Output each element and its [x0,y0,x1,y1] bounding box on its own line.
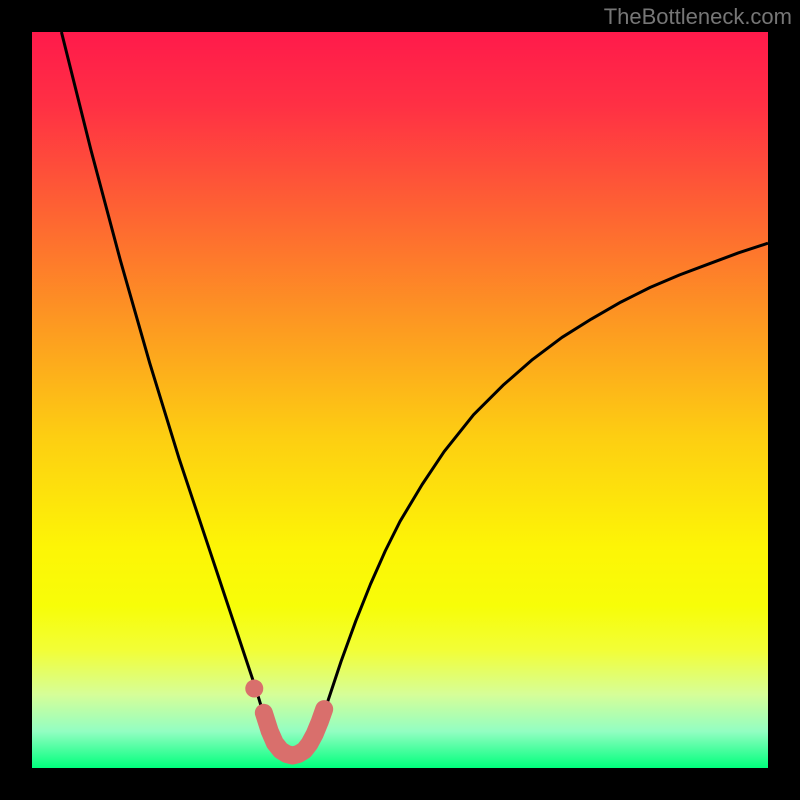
left-curve [61,32,274,746]
plot-area [32,32,768,768]
indicator-dot [245,680,263,698]
chart-frame: TheBottleneck.com [0,0,800,800]
indicator-path [264,709,324,755]
chart-svg [32,32,768,768]
watermark-text: TheBottleneck.com [604,4,792,30]
right-curve [312,243,768,746]
